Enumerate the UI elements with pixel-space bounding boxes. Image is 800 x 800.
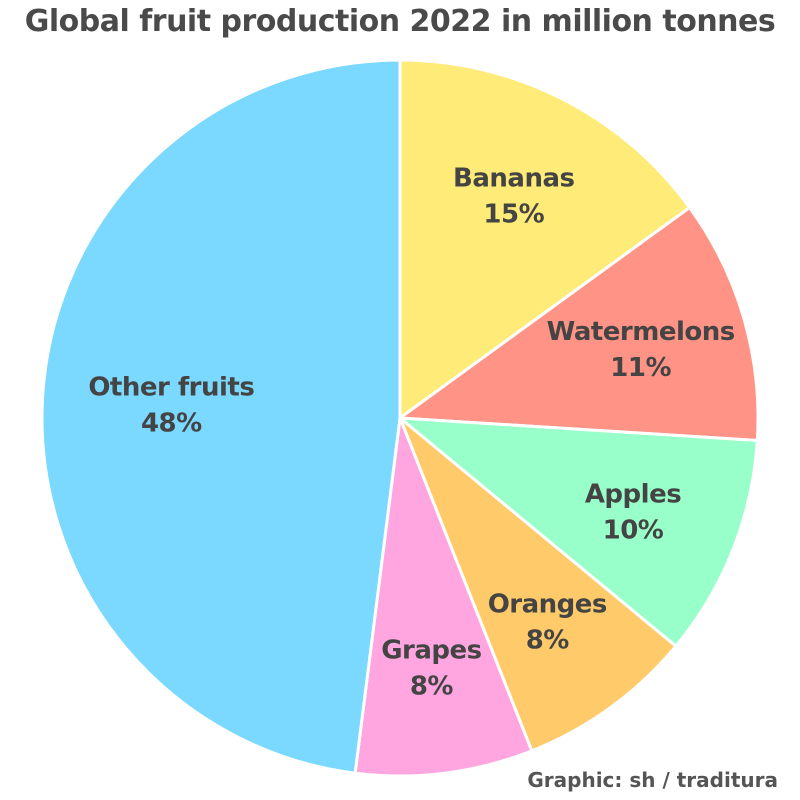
slice-label-percent: 11% xyxy=(610,353,671,383)
slice-label-name: Grapes xyxy=(381,636,481,666)
pie-slice-watermelons xyxy=(395,205,760,443)
pie-slice-bananas xyxy=(398,58,692,421)
pie-slice-apples xyxy=(395,416,759,649)
slice-label-percent: 48% xyxy=(141,409,202,439)
slice-label-name: Watermelons xyxy=(547,317,735,347)
slice-label-percent: 8% xyxy=(526,626,570,656)
pie-slice-other-fruits xyxy=(40,58,402,775)
pie-slices xyxy=(40,58,760,778)
slice-label-percent: 10% xyxy=(603,515,664,545)
slice-label-name: Oranges xyxy=(488,590,607,620)
slice-label-name: Bananas xyxy=(453,164,574,194)
slice-label-name: Other fruits xyxy=(88,373,254,403)
slice-label-percent: 8% xyxy=(410,672,454,702)
pie-slice-oranges xyxy=(398,416,678,753)
graphic-credit: Graphic: sh / traditura xyxy=(527,768,778,792)
pie-slice-grapes xyxy=(353,417,534,778)
slice-label-name: Apples xyxy=(585,479,681,509)
pie-labels: Bananas 15% Watermelons 11% Apples 10% Oranges… xyxy=(88,164,735,702)
slice-label-percent: 15% xyxy=(483,200,544,230)
chart-title: Global fruit production 2022 in million … xyxy=(24,4,776,39)
